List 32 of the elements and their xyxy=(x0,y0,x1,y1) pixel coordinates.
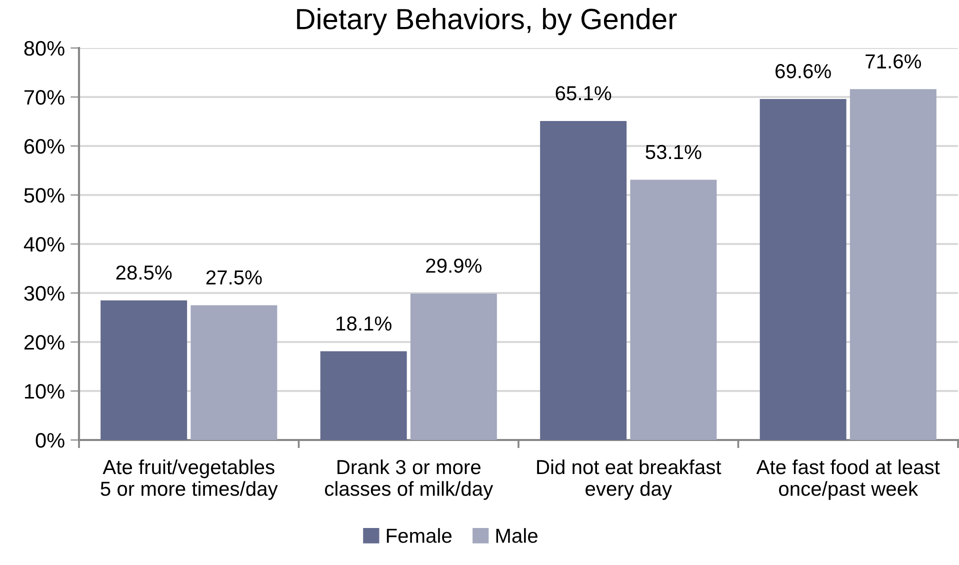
data-label: 29.9% xyxy=(426,258,482,273)
chart-title: Dietary Behaviors, by Gender xyxy=(297,8,677,36)
bar xyxy=(100,300,188,440)
bar xyxy=(760,98,846,440)
bar xyxy=(850,89,936,440)
bar xyxy=(190,305,278,440)
y-tick-label: 30% xyxy=(24,286,64,301)
y-tick-label: 80% xyxy=(24,41,64,56)
bar xyxy=(540,121,627,440)
bar xyxy=(320,351,407,440)
x-tick-label: Drank 3 or more classes of milk/day xyxy=(324,459,494,500)
y-tick-label: 20% xyxy=(24,335,64,350)
y-tick-label: 0% xyxy=(36,433,64,448)
legend-label: Female xyxy=(386,528,452,543)
data-label: 69.6% xyxy=(776,64,831,78)
y-tick-label: 40% xyxy=(24,237,64,252)
data-label: 28.5% xyxy=(116,265,172,280)
y-tick-label: 60% xyxy=(24,139,64,154)
data-label: 65.1% xyxy=(556,86,612,100)
x-tick-label: Ate fruit/vegetables 5 or more times/day xyxy=(100,459,278,500)
x-tick-label: Ate fast food at least once/past week xyxy=(756,459,940,500)
y-tick-label: 50% xyxy=(24,188,64,203)
data-label: 27.5% xyxy=(206,270,262,285)
y-tick-label: 70% xyxy=(24,90,64,105)
data-label: 53.1% xyxy=(646,144,702,160)
x-tick-label: Did not eat breakfast every day xyxy=(537,459,722,500)
bar xyxy=(630,180,717,440)
data-label: 18.1% xyxy=(336,316,392,331)
y-tick-label: 10% xyxy=(25,384,64,399)
bar xyxy=(410,293,497,440)
data-label: 71.6% xyxy=(866,54,922,69)
legend-label: Male xyxy=(496,528,538,543)
